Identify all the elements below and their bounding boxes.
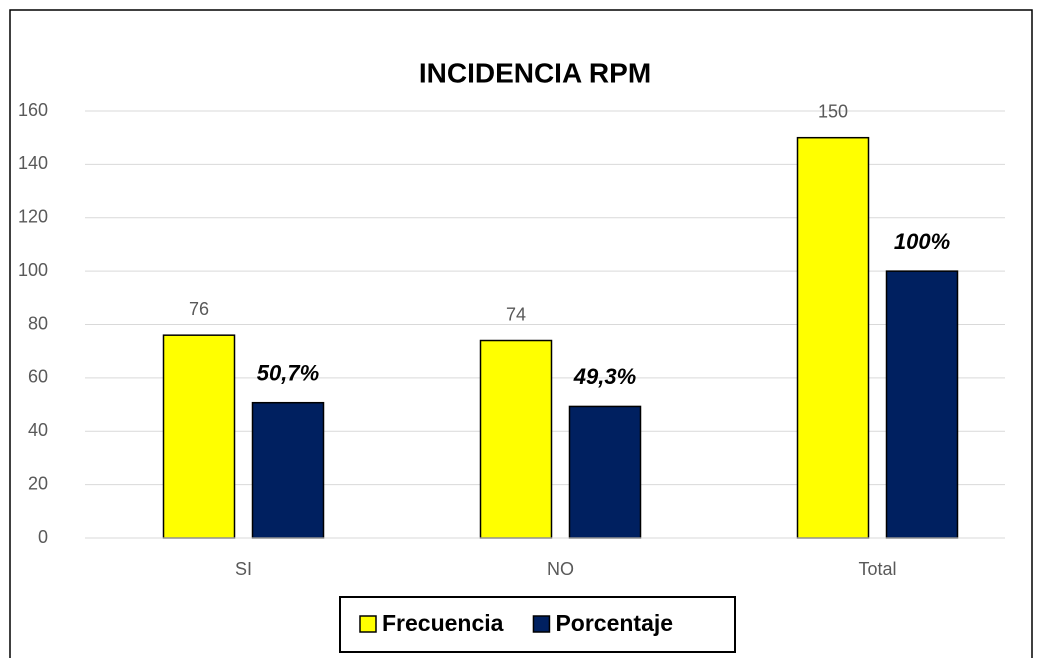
data-label: 74 <box>506 304 526 324</box>
data-label: 76 <box>189 299 209 319</box>
y-tick-label: 120 <box>18 207 48 227</box>
y-tick-label: 60 <box>28 367 48 387</box>
bar <box>162 334 236 539</box>
chart-title: INCIDENCIA RPM <box>419 57 651 88</box>
x-tick-label: Total <box>858 559 896 579</box>
y-tick-label: 100 <box>18 260 48 280</box>
data-label: 150 <box>818 101 848 121</box>
legend-label: Frecuencia <box>382 610 504 636</box>
bar <box>885 270 959 539</box>
data-label: 50,7% <box>257 361 319 386</box>
y-tick-label: 0 <box>38 527 48 547</box>
data-label: 100% <box>894 229 950 254</box>
x-tick-label: NO <box>547 559 574 579</box>
y-tick-label: 140 <box>18 153 48 173</box>
y-tick-label: 40 <box>28 420 48 440</box>
legend-swatch <box>359 615 377 633</box>
bar <box>568 405 642 539</box>
y-tick-label: 80 <box>28 313 48 333</box>
bar <box>251 401 325 539</box>
bar <box>479 339 553 539</box>
legend-swatch <box>532 615 551 633</box>
y-tick-label: 20 <box>28 473 48 493</box>
chart-border <box>9 9 1033 658</box>
legend-label: Porcentaje <box>555 610 673 636</box>
x-tick-label: SI <box>235 559 252 579</box>
y-tick-label: 160 <box>18 100 48 120</box>
bar <box>796 136 870 539</box>
data-label: 49,3% <box>573 364 636 389</box>
